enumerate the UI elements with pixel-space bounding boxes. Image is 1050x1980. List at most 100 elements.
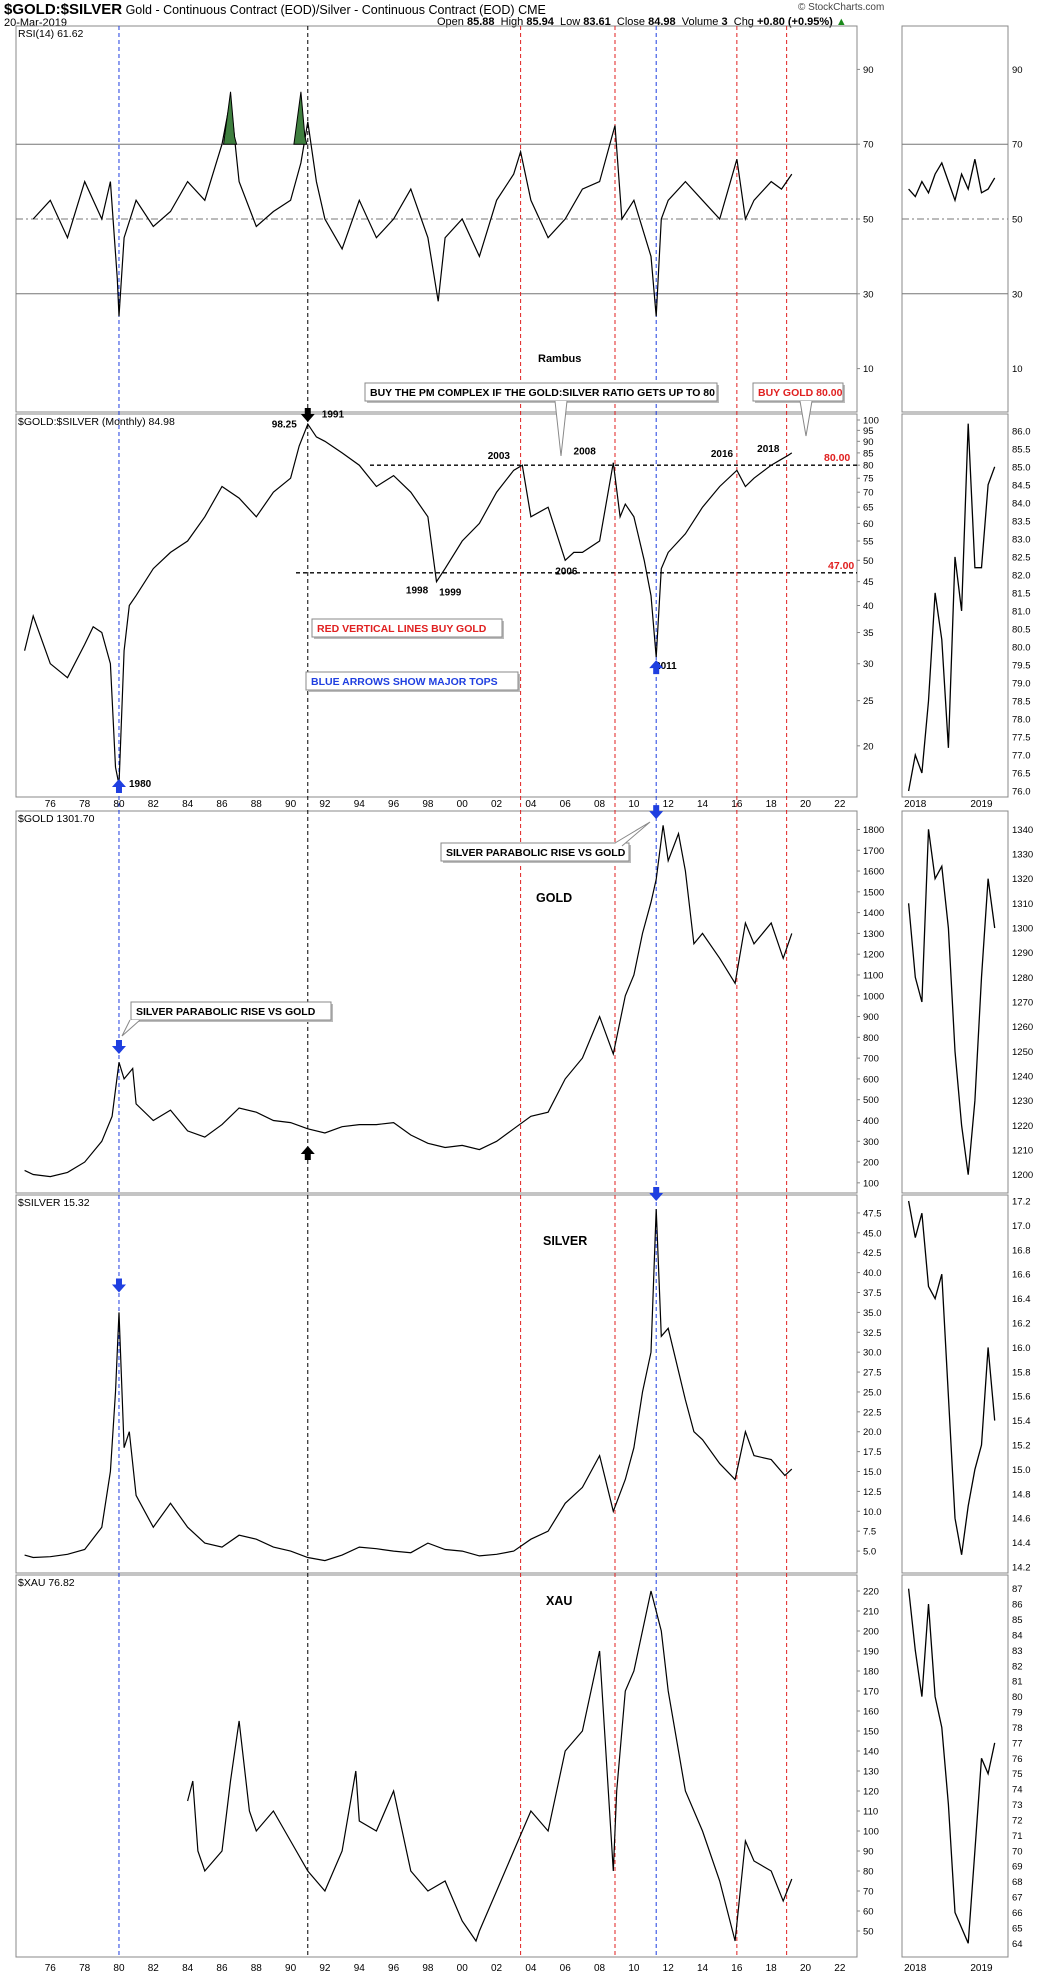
x-tick-label: 80	[113, 799, 125, 810]
rsi-ytick-label: 30	[863, 289, 874, 300]
ratio-point-label: 1991	[322, 410, 345, 421]
x-tick-label: 78	[79, 1963, 91, 1974]
ratio-point-label: 1998	[406, 586, 429, 597]
ratio-note-buy-pm-complex-box	[364, 382, 718, 402]
chart-exchange: CME	[518, 3, 546, 17]
gold-mini-ytick-label: 1220	[1012, 1121, 1033, 1132]
silver-legend: $SILVER 15.32	[18, 1197, 90, 1209]
x-tick-label: 84	[182, 799, 194, 810]
xau-mini-ytick-label: 78	[1012, 1723, 1023, 1734]
gold-mini-ytick-label: 1280	[1012, 973, 1033, 984]
x-tick-label: 94	[354, 1963, 366, 1974]
arrow-down-icon	[111, 1039, 126, 1054]
silver-mini-ytick-label: 16.4	[1012, 1294, 1031, 1305]
ratio-mini-ytick-label: 85.0	[1012, 462, 1031, 473]
mini-x-tick-label: 2019	[970, 799, 993, 810]
xau-panel-frame	[15, 1574, 858, 1958]
xau-mini-frame	[901, 1574, 1009, 1958]
ratio-ytick-label: 25	[863, 696, 874, 707]
ratio-note-buy-pm-complex: BUY THE PM COMPLEX IF THE GOLD:SILVER RA…	[370, 387, 715, 399]
chart-symbol: $GOLD:$SILVER	[4, 1, 123, 18]
ratio-mini-ytick-label: 83.5	[1012, 516, 1031, 527]
ratio-ytick-label: 85	[863, 448, 874, 459]
xau-mini-ytick-label: 77	[1012, 1738, 1023, 1749]
x-tick-label: 88	[251, 799, 263, 810]
gold-mini-ytick-label: 1290	[1012, 948, 1033, 959]
x-tick-label: 78	[79, 799, 91, 810]
xau-ytick-label: 50	[863, 1927, 874, 1938]
x-tick-label: 88	[251, 1963, 263, 1974]
ratio-mini-ytick-label: 76.0	[1012, 787, 1031, 798]
silver-ytick-label: 20.0	[863, 1427, 882, 1438]
rsi-ytick-label: 70	[863, 140, 874, 151]
xau-ytick-label: 110	[863, 1807, 878, 1818]
x-tick-label: 82	[148, 1963, 160, 1974]
gold-panel-frame	[15, 810, 858, 1194]
gold-mini-ytick-label: 1310	[1012, 899, 1033, 910]
high-label: High	[500, 16, 524, 28]
ratio-hline-label: 47.00	[828, 560, 854, 572]
arrow-down-icon	[649, 1187, 664, 1201]
x-tick-label: 14	[697, 799, 709, 810]
x-tick-label: 00	[457, 1963, 469, 1974]
gold-note-silver-parabolic-1980-box	[130, 1001, 332, 1021]
ratio-mini-ytick-label: 77.5	[1012, 732, 1031, 743]
silver-mini-ytick-label: 15.0	[1012, 1465, 1031, 1476]
xau-mini-series-line	[907, 1588, 996, 1944]
ratio-panel-frame	[15, 413, 858, 798]
silver-mini-ytick-label: 17.0	[1012, 1221, 1031, 1232]
rsi-mini-ytick-label: 30	[1012, 289, 1023, 300]
ratio-point-label: 2011	[655, 661, 677, 672]
rsi-legend: RSI(14) 61.62	[18, 28, 84, 40]
arrow-up-icon	[111, 779, 126, 793]
xau-mini-ytick-label: 67	[1012, 1893, 1023, 1904]
arrow-up-icon	[300, 1145, 315, 1160]
gold-ytick-label: 100	[863, 1178, 879, 1189]
gold-mini-ytick-label: 1330	[1012, 850, 1033, 861]
ratio-mini-ytick-label: 80.0	[1012, 642, 1031, 653]
gold-mini-ytick-label: 1200	[1012, 1170, 1033, 1181]
mini-x-tick-label: 2019	[970, 1963, 993, 1974]
ratio-mini-ytick-label: 79.0	[1012, 678, 1031, 689]
x-tick-label: 82	[148, 799, 160, 810]
gold-mini-ytick-label: 1300	[1012, 924, 1033, 935]
xau-mini-ytick-label: 75	[1012, 1769, 1023, 1780]
gold-ytick-label: 1300	[863, 929, 884, 940]
rsi-mini-ytick-label: 90	[1012, 65, 1023, 76]
volume-label: Volume	[681, 16, 719, 28]
xau-mini-ytick-label: 85	[1012, 1615, 1023, 1626]
xau-mini-ytick-label: 87	[1012, 1584, 1023, 1595]
x-tick-label: 22	[834, 1963, 846, 1974]
xau-mini-ytick-label: 81	[1012, 1677, 1023, 1688]
xau-mini-ytick-label: 79	[1012, 1708, 1023, 1719]
silver-ytick-label: 5.0	[863, 1547, 876, 1558]
silver-mini-ytick-label: 16.2	[1012, 1319, 1031, 1330]
x-tick-label: 80	[113, 1963, 125, 1974]
stockcharts-watermark: © StockCharts.com	[798, 2, 885, 13]
chg-value: +0.80 (+0.95%)	[757, 16, 833, 28]
x-tick-label: 76	[45, 1963, 57, 1974]
chg-label: Chg	[733, 16, 754, 28]
xau-ytick-label: 130	[863, 1767, 879, 1778]
xau-mini-ytick-label: 68	[1012, 1877, 1023, 1888]
silver-ytick-label: 30.0	[863, 1348, 882, 1359]
gold-series-line	[24, 825, 793, 1178]
xau-ytick-label: 220	[863, 1587, 879, 1598]
ratio-ytick-label: 60	[863, 519, 874, 530]
silver-ytick-label: 17.5	[863, 1447, 882, 1458]
rsi-mini-ytick-label: 70	[1012, 140, 1023, 151]
ratio-ytick-label: 30	[863, 659, 874, 670]
ratio-mini-ytick-label: 81.0	[1012, 606, 1031, 617]
silver-mini-ytick-label: 15.6	[1012, 1392, 1031, 1403]
gold-mini-series-line	[907, 829, 996, 1175]
xau-ytick-label: 100	[863, 1827, 879, 1838]
x-tick-label: 04	[525, 1963, 537, 1974]
silver-ytick-label: 22.5	[863, 1407, 882, 1418]
ratio-ytick-label: 45	[863, 577, 874, 588]
x-tick-label: 04	[525, 799, 537, 810]
chart-title: $GOLD:$SILVER Gold - Continuous Contract…	[4, 1, 546, 18]
x-tick-label: 10	[628, 1963, 640, 1974]
silver-ytick-label: 35.0	[863, 1308, 882, 1319]
xau-legend: $XAU 76.82	[18, 1577, 75, 1589]
x-tick-label: 86	[216, 799, 228, 810]
